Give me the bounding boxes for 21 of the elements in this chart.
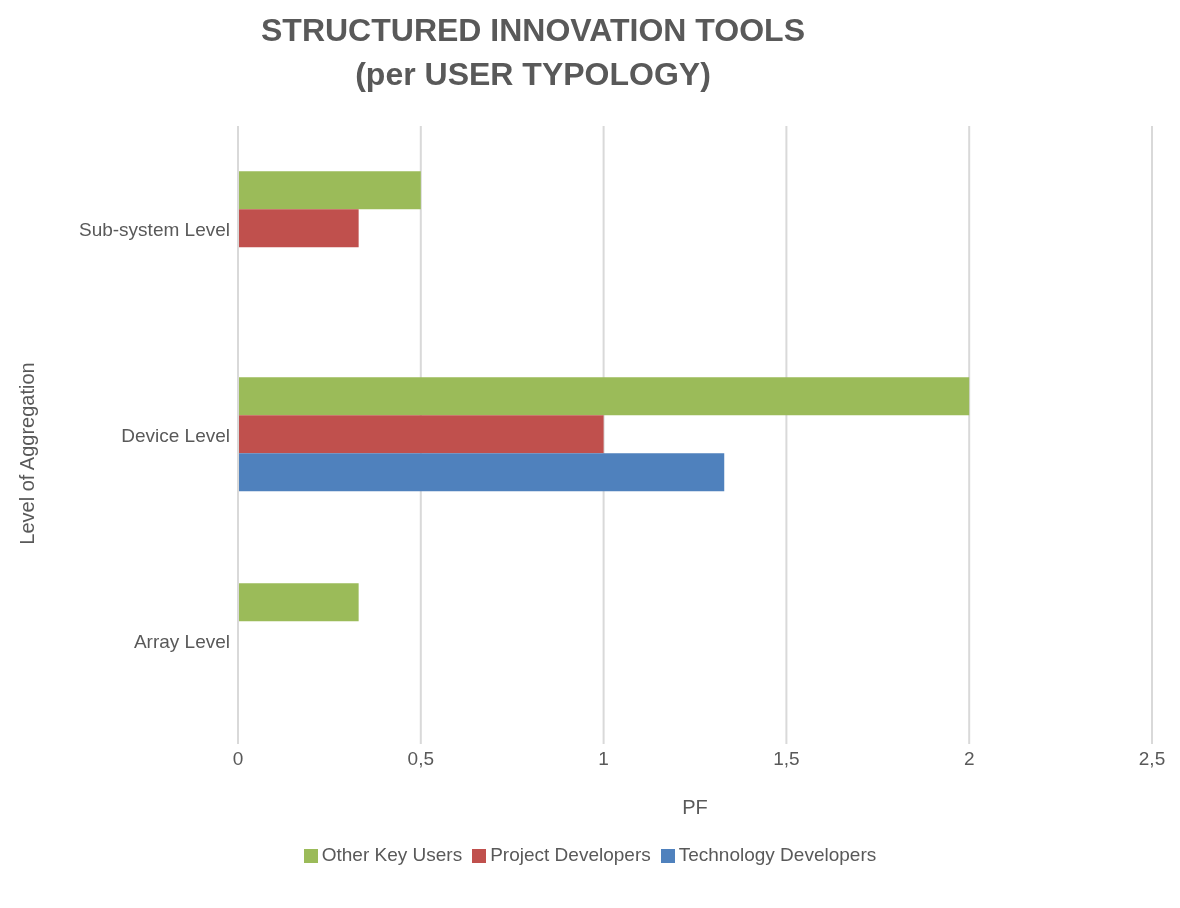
bar — [238, 415, 604, 454]
y-tick-label: Device Level — [121, 424, 230, 446]
y-tick-label: Array Level — [133, 630, 230, 652]
bar — [238, 209, 359, 248]
legend-label: Project Developers — [490, 844, 651, 865]
bar — [238, 453, 725, 492]
legend-label: Other Key Users — [321, 844, 463, 865]
x-tick-label: 1,5 — [773, 748, 800, 770]
bar — [238, 377, 970, 416]
bar — [238, 583, 359, 622]
legend-label: Technology Developers — [678, 844, 877, 865]
x-tick-label: 0,5 — [407, 748, 435, 770]
y-axis-title: Level of Aggregation — [15, 361, 39, 545]
x-tick-label: 1 — [598, 748, 609, 770]
bar — [238, 171, 421, 210]
y-tick-label: Sub-system Level — [78, 218, 230, 240]
x-tick-label: 2 — [963, 748, 975, 770]
chart-title: STRUCTURED INNOVATION TOOLS (per USER TYPOLOGY) — [260, 11, 806, 94]
x-tick-label: 2,5 — [1138, 748, 1166, 770]
x-tick-label: 0 — [232, 748, 244, 770]
x-axis-title: PF — [682, 796, 708, 818]
